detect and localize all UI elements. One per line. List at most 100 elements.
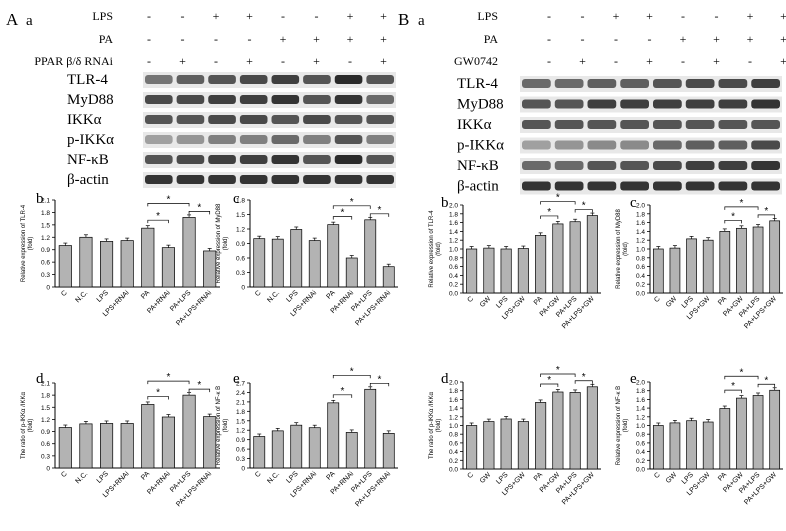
blot-band [751,140,780,150]
category-label: GW [665,295,679,309]
condition-label: GW0742 [454,54,498,68]
condition-sign: + [246,54,253,68]
blot-band [522,79,551,88]
condition-sign: - [547,32,551,46]
blot-band [239,95,268,104]
blot-band [366,175,394,184]
category-label: PA+RNAi [146,289,172,315]
bar [586,386,598,470]
bar [736,397,747,470]
bar [100,241,114,288]
blot-strip [143,172,396,188]
blot-band [334,155,363,164]
significance-bracket [540,215,559,219]
blot-band [587,161,617,170]
blot-band [366,135,394,144]
y-tick-label: 0.6 [236,447,245,454]
bar [382,433,395,469]
blot-band [718,99,748,109]
y-tick-label: 2.1 [41,198,50,205]
significance-bracket [724,375,759,380]
bar [569,392,581,470]
y-axis-unit: (fold) [623,242,629,256]
bar [203,250,217,288]
y-tick-label: 0.8 [449,432,458,439]
y-tick-label: 1.0 [636,423,645,430]
bar [500,248,512,294]
y-tick-label: 0.2 [449,282,458,289]
blot-band [653,79,682,88]
y-tick-label: 1.2 [449,238,458,245]
y-tick-label: 2.0 [449,380,458,387]
bar [535,235,547,294]
significance-bracket [540,383,559,388]
bar-chart-A-b: b 0 0.3 0.6 0.9 1.2 1.5 1.8 2.1 Relative expressi… [21,191,220,327]
blot-band [271,155,300,164]
blot-band [653,181,682,191]
condition-sign: - [181,9,185,23]
panel-label: e [630,371,637,387]
panel-label: c [630,195,637,211]
blot-strip [520,96,782,113]
condition-sign: - [581,32,585,46]
bar [517,248,529,294]
y-tick-label: 1.4 [636,229,645,236]
blot-band [208,135,236,144]
condition-sign: + [347,9,354,23]
significance-bracket [147,219,169,224]
y-tick-label: 1.5 [41,405,50,412]
y-tick-label: 0.6 [636,440,645,447]
significance-bracket [724,389,742,394]
condition-sign: + [313,32,320,46]
blot-band [620,140,649,150]
y-tick-label: 0.0 [636,291,645,298]
blot-band [620,120,649,129]
condition-sign: + [213,9,220,23]
y-tick-label: 0.9 [41,429,50,436]
category-label: C [653,471,662,480]
blot-band [208,75,236,84]
category-label: C [467,295,476,304]
y-tick-label: 0.0 [636,467,645,474]
category-label: PA+LPS+RNAi [354,289,392,327]
y-tick-label: 1.5 [236,418,245,425]
y-axis-unit: (fold) [436,242,442,256]
y-tick-label: 1.4 [449,406,458,413]
condition-sign: + [780,54,786,68]
category-label: LPS [285,289,300,304]
blot-band [751,99,780,109]
condition-sign: + [747,9,754,23]
blot-band [176,75,205,84]
blot-band [685,120,715,129]
bar [271,238,284,288]
y-tick-label: 1.2 [449,414,458,421]
blot-band [145,95,173,104]
y-axis-unit: (fold) [28,237,34,251]
y-axis-unit: (fold) [223,237,229,251]
significance-bracket [757,383,776,388]
condition-sign: + [179,54,186,68]
bar [58,245,72,288]
category-label: C [467,471,476,480]
blot-band [366,115,394,124]
condition-label: LPS [92,9,113,23]
category-label: N.C. [266,470,281,485]
y-tick-label: 1.8 [41,210,50,217]
condition-sign: - [147,32,151,46]
blot-band [522,140,551,150]
blot-band [145,135,173,144]
blot-band [208,95,236,104]
category-label: LPS [495,295,510,310]
bar [719,231,731,294]
y-tick-label: 1.0 [449,247,458,254]
blot-band [239,175,268,184]
y-tick-label: 0.3 [41,272,50,279]
y-tick-label: 0.3 [41,453,50,460]
blot-strip [143,92,396,108]
condition-sign: + [579,54,586,68]
y-tick-label: 1.8 [236,409,245,416]
blot-band [522,120,551,129]
blot-band [145,115,173,124]
subpanel-label: a [26,13,33,29]
